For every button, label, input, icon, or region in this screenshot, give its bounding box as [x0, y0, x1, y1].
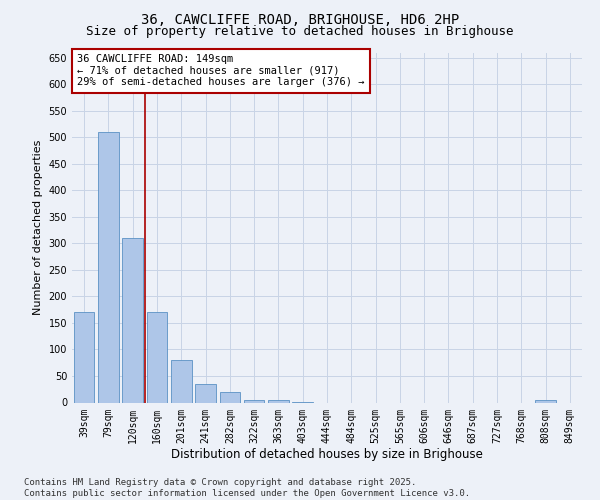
Y-axis label: Number of detached properties: Number of detached properties [33, 140, 43, 315]
Bar [98, 132, 119, 402]
Bar [195, 384, 216, 402]
Text: Contains HM Land Registry data © Crown copyright and database right 2025.
Contai: Contains HM Land Registry data © Crown c… [24, 478, 470, 498]
Bar [171, 360, 191, 403]
Text: 36, CAWCLIFFE ROAD, BRIGHOUSE, HD6 2HP: 36, CAWCLIFFE ROAD, BRIGHOUSE, HD6 2HP [141, 12, 459, 26]
Text: 36 CAWCLIFFE ROAD: 149sqm
← 71% of detached houses are smaller (917)
29% of semi: 36 CAWCLIFFE ROAD: 149sqm ← 71% of detac… [77, 54, 365, 88]
Bar [220, 392, 240, 402]
Bar [268, 400, 289, 402]
Bar [122, 238, 143, 402]
Bar [146, 312, 167, 402]
Text: Size of property relative to detached houses in Brighouse: Size of property relative to detached ho… [86, 25, 514, 38]
X-axis label: Distribution of detached houses by size in Brighouse: Distribution of detached houses by size … [171, 448, 483, 461]
Bar [74, 312, 94, 402]
Bar [244, 400, 265, 402]
Bar [535, 400, 556, 402]
